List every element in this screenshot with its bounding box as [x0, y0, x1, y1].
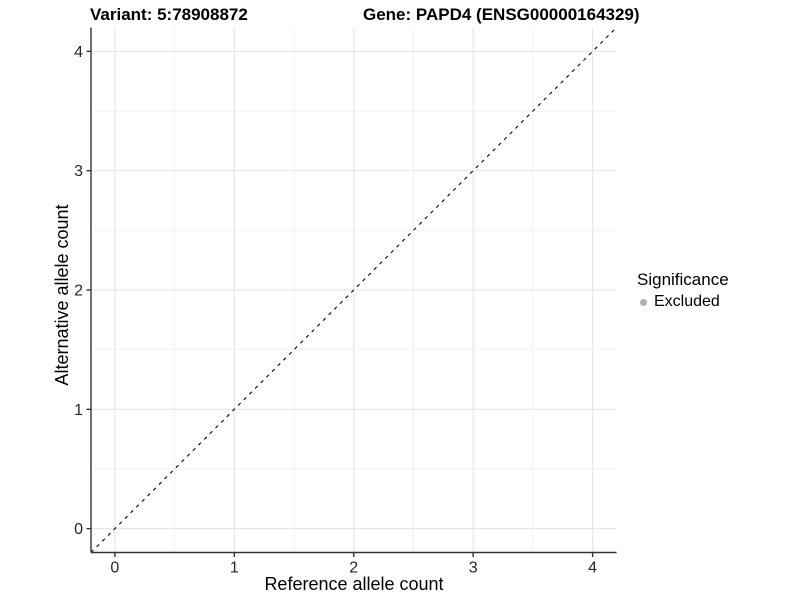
x-tick-label: 1 — [230, 560, 239, 577]
x-tick-label: 0 — [110, 560, 119, 577]
excluded-point-marker-icon — [640, 298, 647, 306]
identity-dashed-line — [90, 27, 617, 553]
legend-title: Significance — [637, 270, 729, 289]
x-tick-label: 4 — [588, 560, 597, 577]
plot-title-variant: Variant: 5:78908872 — [90, 5, 248, 24]
y-tick-label: 1 — [74, 402, 83, 419]
plot-title-gene: Gene: PAPD4 (ENSG00000164329) — [363, 5, 640, 24]
x-axis-title: Reference allele count — [264, 574, 444, 594]
y-tick-label: 3 — [74, 163, 83, 180]
x-tick-label: 3 — [469, 560, 478, 577]
legend-item-excluded: Excluded — [637, 293, 729, 311]
x-tick-label: 2 — [349, 560, 358, 577]
y-axis-title: Alternative allele count — [52, 204, 72, 386]
y-tick-label: 4 — [74, 44, 83, 61]
y-tick-label: 2 — [74, 283, 83, 300]
y-tick-label: 0 — [74, 521, 83, 538]
legend: Significance Excluded — [637, 270, 729, 311]
legend-item-label: Excluded — [654, 293, 720, 310]
